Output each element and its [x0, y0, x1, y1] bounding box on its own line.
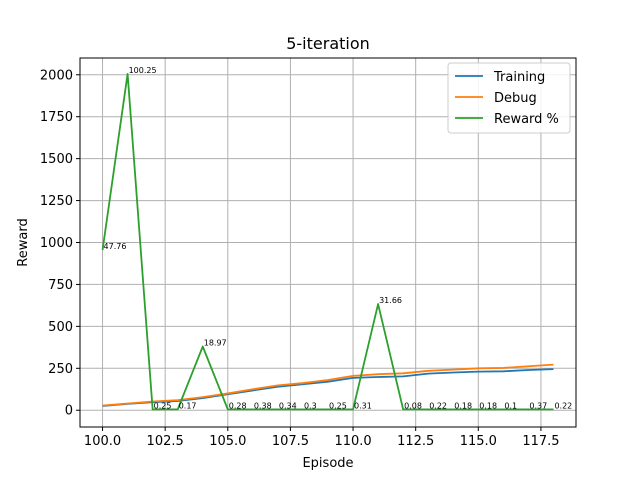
- chart-title: 5-iteration: [286, 34, 370, 53]
- annotation-label: 0.37: [529, 401, 547, 410]
- annotation-label: 47.76: [104, 242, 127, 251]
- annotation-label: 0.38: [254, 401, 272, 410]
- series-line-reward: [101, 73, 554, 411]
- annotation-label: 0.18: [479, 401, 497, 410]
- annotation-label: 0.17: [179, 401, 197, 410]
- y-tick-label: 1750: [40, 110, 73, 125]
- tick-labels: 100.0 102.5 105.0 107.5 110.0 112.5 115.0 117.5…: [40, 68, 560, 449]
- x-tick-label: 100.0: [84, 434, 121, 449]
- annotation-label: 0.22: [429, 401, 447, 410]
- series-lines: [101, 73, 554, 411]
- y-tick-label: 1000: [40, 236, 73, 251]
- y-tick-label: 1500: [40, 152, 73, 167]
- x-tick-label: 112.5: [397, 434, 434, 449]
- x-axis-title: Episode: [302, 456, 353, 471]
- annotation-label: 0.25: [329, 401, 347, 410]
- x-tick-label: 110.0: [334, 434, 371, 449]
- annotation-label: 0.28: [229, 401, 247, 410]
- legend-label: Training: [493, 70, 545, 85]
- x-tick-label: 105.0: [209, 434, 246, 449]
- annotation-label: 0.31: [354, 401, 372, 410]
- legend-label: Debug: [494, 91, 537, 106]
- annotation-label: 100.25: [129, 66, 157, 75]
- grid-lines: [80, 58, 576, 427]
- legend-label: Reward %: [494, 112, 559, 127]
- annotation-label: 0.25: [154, 401, 172, 410]
- legend-box: [447, 62, 571, 134]
- y-axis-title: Reward: [16, 218, 31, 266]
- y-tick-label: 500: [48, 320, 73, 335]
- annotation-label: 0.18: [454, 401, 472, 410]
- y-tick-label: 0: [65, 404, 73, 419]
- y-tick-label: 2000: [40, 68, 73, 83]
- x-tick-label: 115.0: [460, 434, 497, 449]
- y-tick-label: 1250: [40, 194, 73, 209]
- annotation-label: 0.34: [279, 401, 297, 410]
- annotation-label: 18.97: [204, 338, 227, 347]
- x-tick-label: 102.5: [147, 434, 184, 449]
- y-tick-label: 250: [48, 362, 73, 377]
- x-tick-label: 117.5: [522, 434, 559, 449]
- annotation-label: 0.08: [404, 401, 422, 410]
- y-tick-label: 750: [48, 278, 73, 293]
- annotation-label: 0.3: [304, 401, 317, 410]
- legend: Training Debug Reward %: [447, 62, 571, 134]
- x-tick-label: 107.5: [272, 434, 309, 449]
- annotation-label: 0.1: [504, 401, 517, 410]
- annotation-label: 31.66: [379, 296, 402, 305]
- series-line-debug: [102, 363, 554, 407]
- annotation-label: 0.22: [554, 401, 572, 410]
- annotations: 47.76 100.25 0.25 0.17 18.97 0.28 0.38 0.34 0.3 0…: [104, 66, 573, 410]
